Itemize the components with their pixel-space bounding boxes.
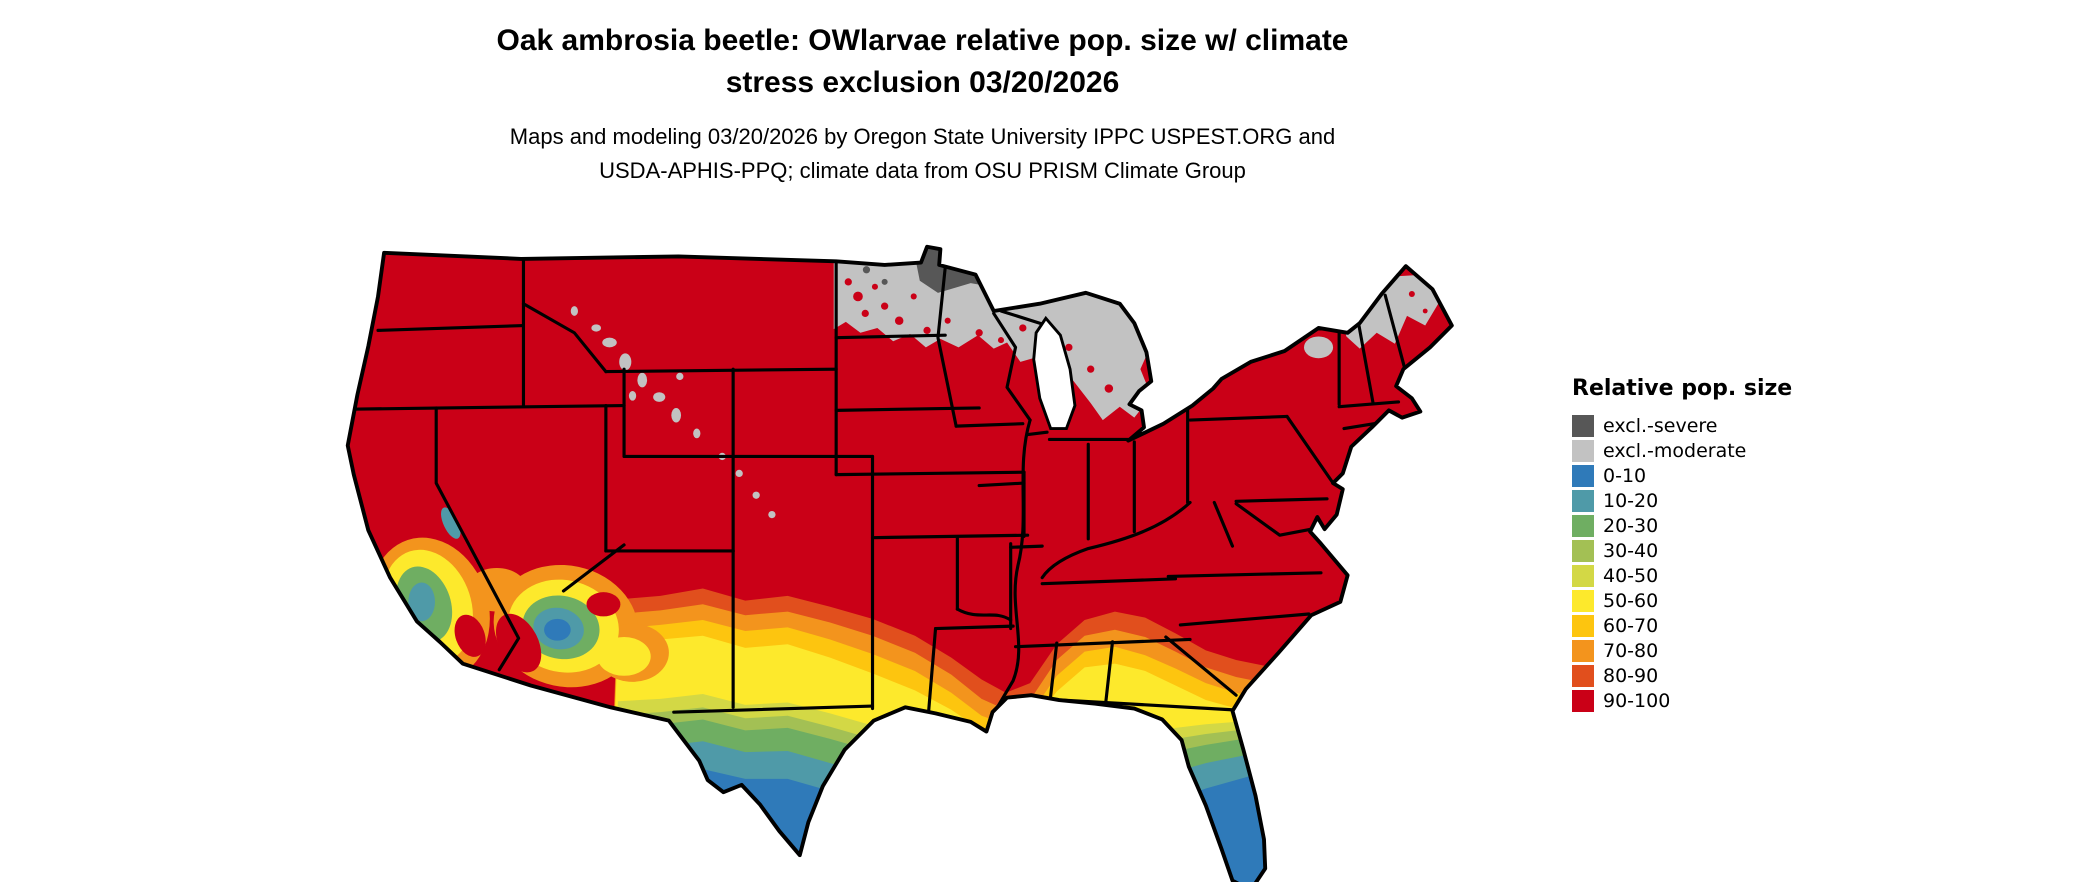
legend-swatch (1572, 464, 1594, 487)
legend-label: 80-90 (1603, 664, 1659, 687)
us-map-svg (345, 244, 1454, 882)
legend-label: 60-70 (1603, 614, 1659, 637)
legend-item-0-10: 0-10 (1572, 463, 1792, 488)
map-subtitle-line2: USDA-APHIS-PPQ; climate data from OSU PR… (599, 158, 1246, 183)
us-map (315, 226, 1527, 882)
legend-swatch (1572, 614, 1594, 637)
legend-swatch (1572, 539, 1594, 562)
legend-swatch (1572, 414, 1594, 437)
map-subtitle-line1: Maps and modeling 03/20/2026 by Oregon S… (509, 124, 1336, 149)
legend-label: 30-40 (1603, 539, 1659, 562)
legend-label: 40-50 (1603, 564, 1659, 587)
legend-item-10-20: 10-20 (1572, 488, 1792, 513)
lake-michigan (1032, 315, 1077, 431)
legend-swatch (1572, 689, 1594, 712)
legend-item-90-100: 90-100 (1572, 688, 1792, 713)
legend-item-30-40: 30-40 (1572, 538, 1792, 563)
legend-label: excl.-moderate (1603, 439, 1747, 462)
legend: Relative pop. size excl.-severe excl.-mo… (1572, 376, 1792, 713)
legend-item-70-80: 70-80 (1572, 638, 1792, 663)
legend-label: 20-30 (1603, 514, 1659, 537)
map-title-line2: stress exclusion 03/20/2026 (725, 66, 1120, 99)
legend-title: Relative pop. size (1572, 376, 1793, 401)
rockies-exclusion-specks (570, 306, 1334, 519)
legend-item-60-70: 60-70 (1572, 613, 1792, 638)
map-title-line1: Oak ambrosia beetle: OWlarvae relative p… (496, 24, 1349, 57)
legend-label: 90-100 (1603, 689, 1671, 712)
sw-blue-blobs (544, 618, 571, 641)
red-specks-north (844, 278, 1428, 393)
legend-swatch (1572, 589, 1594, 612)
legend-item-80-90: 80-90 (1572, 663, 1792, 688)
legend-label: 0-10 (1603, 464, 1647, 487)
map-subtitle: Maps and modeling 03/20/2026 by Oregon S… (0, 120, 1845, 188)
map-title: Oak ambrosia beetle: OWlarvae relative p… (0, 20, 1845, 104)
legend-swatch (1572, 564, 1594, 587)
legend-swatch (1572, 664, 1594, 687)
legend-swatch (1572, 489, 1594, 512)
legend-label: 50-60 (1603, 589, 1659, 612)
state-borders (349, 256, 1407, 718)
legend-item-excl-moderate: excl.-moderate (1572, 438, 1792, 463)
legend-item-40-50: 40-50 (1572, 563, 1792, 588)
legend-item-excl-severe: excl.-severe (1572, 413, 1792, 438)
legend-label: 10-20 (1603, 489, 1659, 512)
legend-item-20-30: 20-30 (1572, 513, 1792, 538)
legend-item-50-60: 50-60 (1572, 588, 1792, 613)
legend-swatch (1572, 514, 1594, 537)
band-0-10 (605, 767, 1297, 882)
legend-label: excl.-severe (1603, 414, 1718, 437)
us-outline (345, 244, 1454, 882)
southwest-patches (370, 507, 669, 688)
legend-swatch (1572, 639, 1594, 662)
legend-swatch (1572, 439, 1594, 462)
legend-label: 70-80 (1603, 639, 1659, 662)
